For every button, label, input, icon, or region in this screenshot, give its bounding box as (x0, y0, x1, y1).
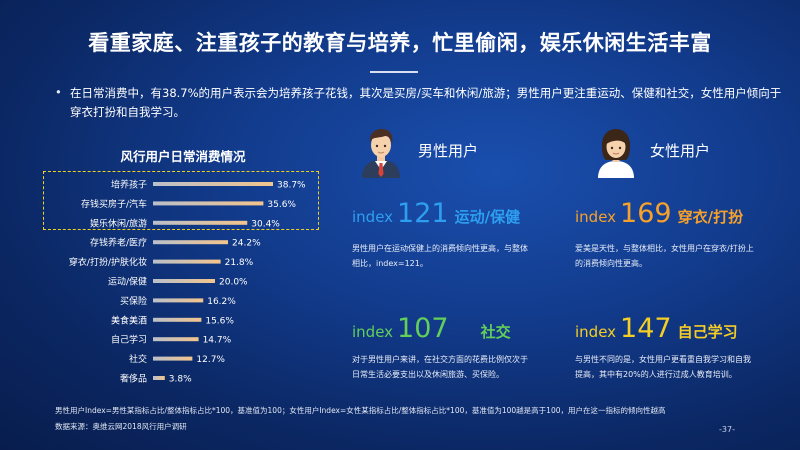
female-index-learning: index 147 自己学习 (575, 313, 738, 344)
value-label: 15.6% (205, 316, 234, 326)
bullet-dot-icon: • (55, 85, 62, 99)
page-number: -37- (719, 425, 735, 434)
value-label: 38.7% (277, 181, 306, 191)
chart-title: 风行用户日常消费情况 (120, 149, 246, 164)
index-topic: 自己学习 (677, 323, 738, 341)
category-label: 买保险 (120, 295, 147, 307)
value-label: 16.2% (207, 297, 236, 307)
description-line: 的消费倾向性更高。 (575, 259, 647, 268)
value-label: 20.0% (219, 278, 248, 288)
description-line: 爱美是天性，与整体相比，女性用户在穿衣/打扮上 (575, 244, 754, 253)
female-user-label: 女性用户 (650, 142, 711, 160)
category-label: 存钱养老/医疗 (90, 237, 147, 249)
bar (153, 201, 264, 206)
value-label: 3.8% (169, 375, 192, 384)
bar (153, 240, 229, 245)
description-line: 提高，其中有20%的人进行过成人教育培训。 (575, 370, 737, 379)
male-sport-description: 男性用户在运动保健上的消费倾向性更高，与整体 相比，index=121。 (352, 241, 528, 271)
index-value: 107 (397, 313, 449, 344)
summary-text: 在日常消费中，有38.7%的用户表示会为培养孩子花钱，其次是买房/买车和休闲/旅… (70, 86, 782, 119)
male-index-social: index 107 社交 (352, 313, 511, 344)
bar (153, 317, 202, 322)
female-learning-description: 与男性不同的是，女性用户更看重自我学习和自我 提高，其中有20%的人进行过成人教… (575, 352, 751, 382)
bar (153, 376, 165, 380)
female-clothing-description: 爱美是天性，与整体相比，女性用户在穿衣/打扮上 的消费倾向性更高。 (575, 241, 754, 271)
value-label: 30.4% (251, 219, 280, 229)
title-underline (370, 71, 418, 73)
bar (153, 182, 273, 186)
description-line: 日常生活必要支出以及休闲旅游、买保险。 (352, 370, 504, 379)
male-user-label: 男性用户 (418, 142, 479, 160)
index-topic: 社交 (480, 323, 511, 341)
index-word: index (575, 208, 617, 226)
footnote: 男性用户Index=男性某指标占比/整体指标占比*100，基准值为100；女性用… (55, 406, 666, 415)
female-index-clothing: index 169 穿衣/打扮 (575, 198, 743, 229)
index-word: index (352, 208, 394, 226)
male-user-icon (362, 129, 400, 178)
index-topic: 穿衣/打扮 (677, 208, 744, 226)
value-label: 12.7% (196, 355, 225, 365)
value-label: 21.8% (225, 258, 254, 268)
bar (153, 279, 216, 283)
highlight-box (43, 171, 319, 230)
male-index-sport: index 121 运动/保健 (352, 198, 520, 229)
index-value: 169 (620, 198, 672, 229)
index-value: 121 (397, 198, 449, 229)
category-label: 培养孩子 (111, 179, 147, 191)
bar (153, 356, 193, 361)
category-label: 运动/保健 (108, 276, 147, 288)
index-word: index (352, 323, 394, 341)
value-label: 24.2% (232, 239, 261, 249)
index-word: index (575, 323, 617, 341)
page-title: 看重家庭、注重孩子的教育与培养，忙里偷闲，娱乐休闲生活丰富 (88, 31, 712, 55)
index-value: 147 (620, 313, 672, 344)
value-label: 35.6% (267, 200, 296, 210)
category-label: 存钱买房子/汽车 (81, 198, 147, 210)
category-label: 奢侈品 (120, 373, 147, 384)
bar (153, 298, 204, 303)
category-label: 美食美酒 (111, 314, 147, 326)
description-line: 对于男性用户来讲，在社交方面的花费比例仅次于 (352, 355, 528, 364)
category-label: 自己学习 (111, 334, 147, 346)
data-source: 数据来源：奥维云网2018风行用户调研 (55, 422, 187, 431)
description-line: 与男性不同的是，女性用户更看重自我学习和自我 (575, 355, 751, 364)
female-user-icon (598, 129, 634, 178)
bar (153, 337, 199, 342)
index-topic: 运动/保健 (454, 208, 521, 226)
category-label: 穿衣/打扮/护肤化妆 (69, 256, 147, 268)
bar (153, 259, 221, 264)
value-label: 14.7% (203, 336, 232, 346)
description-line: 男性用户在运动保健上的消费倾向性更高，与整体 (352, 244, 528, 253)
category-label: 娱乐休闲/旅游 (90, 217, 147, 229)
description-line: 相比，index=121。 (352, 259, 428, 268)
bar (153, 220, 248, 225)
category-label: 社交 (129, 353, 147, 365)
consumption-bar-chart: 培养孩子 38.7% 存钱买房子/汽车 35.6% 娱乐休闲/旅游 30.4% 存钱养老/医… (69, 179, 306, 384)
male-social-description: 对于男性用户来讲，在社交方面的花费比例仅次于 日常生活必要支出以及休闲旅游、买保… (352, 352, 528, 382)
